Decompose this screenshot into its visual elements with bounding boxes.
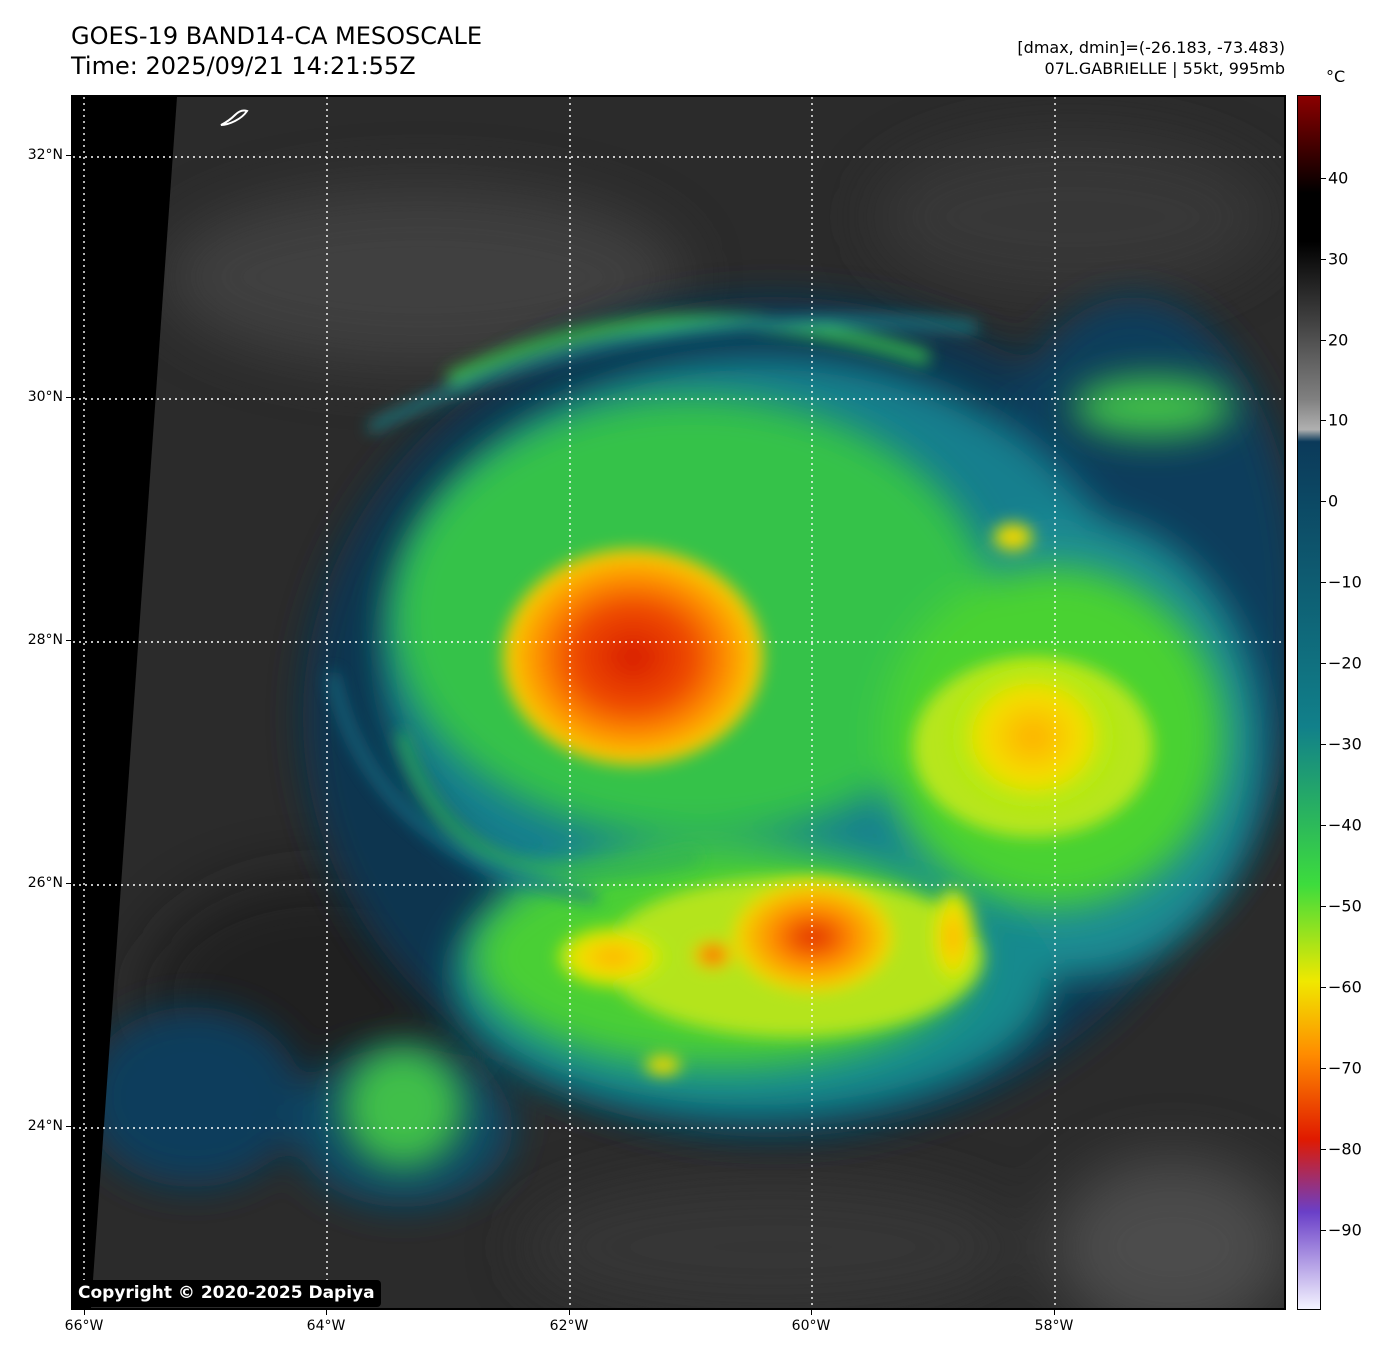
colorbar-tick [1321, 825, 1326, 826]
lat-label-32n: 32°N [27, 147, 63, 163]
lon-label-62w: 62°W [549, 1318, 589, 1334]
stats-readout: [dmax, dmin]=(-26.183, -73.483) [1017, 38, 1285, 57]
title-product: GOES-19 BAND14-CA MESOSCALE [71, 22, 482, 50]
colorbar-label: −70 [1328, 1058, 1362, 1078]
lat-tick [66, 155, 71, 156]
colorbar-label: −20 [1328, 653, 1362, 673]
colorbar-label: −10 [1328, 572, 1362, 592]
lon-label-58w: 58°W [1034, 1318, 1074, 1334]
lat-tick [66, 883, 71, 884]
temperature-colorbar [1297, 95, 1321, 1310]
colorbar-label: 40 [1328, 168, 1349, 188]
colorbar-tick [1321, 420, 1326, 421]
colorbar-label: 20 [1328, 330, 1349, 350]
colorbar-tick [1321, 1230, 1326, 1231]
colorbar-tick [1321, 582, 1326, 583]
lon-label-64w: 64°W [306, 1318, 346, 1334]
title-time: Time: 2025/09/21 14:21:55Z [71, 52, 416, 80]
lat-tick [66, 397, 71, 398]
lon-label-66w: 66°W [64, 1318, 104, 1334]
lon-label-60w: 60°W [791, 1318, 831, 1334]
copyright-badge: Copyright © 2020-2025 Dapiya [72, 1280, 381, 1307]
colorbar-tick [1321, 663, 1326, 664]
lon-tick [811, 1310, 812, 1315]
colorbar-label: −40 [1328, 815, 1362, 835]
colorbar-label: 10 [1328, 410, 1349, 430]
colorbar-tick [1321, 906, 1326, 907]
colorbar-tick [1321, 178, 1326, 179]
lat-tick [66, 640, 71, 641]
lat-label-28n: 28°N [27, 632, 63, 648]
colorbar-label: 30 [1328, 249, 1349, 269]
colorbar-tick [1321, 987, 1326, 988]
lon-tick [84, 1310, 85, 1315]
colorbar-label: −80 [1328, 1139, 1362, 1159]
lon-tick [326, 1310, 327, 1315]
colorbar-tick [1321, 1149, 1326, 1150]
lat-label-24n: 24°N [27, 1118, 63, 1134]
colorbar-unit: °C [1326, 67, 1346, 86]
colorbar-label: 0 [1328, 491, 1339, 511]
lat-label-26n: 26°N [27, 875, 63, 891]
colorbar-label: −30 [1328, 734, 1362, 754]
colorbar-tick [1321, 259, 1326, 260]
storm-info: 07L.GABRIELLE | 55kt, 995mb [1044, 59, 1285, 78]
satellite-map[interactable] [71, 95, 1286, 1310]
colorbar-tick [1321, 1068, 1326, 1069]
satellite-imagery [73, 97, 1284, 1308]
colorbar-tick [1321, 501, 1326, 502]
colorbar-label: −90 [1328, 1220, 1362, 1240]
colorbar-tick [1321, 744, 1326, 745]
lon-tick [569, 1310, 570, 1315]
lon-tick [1054, 1310, 1055, 1315]
lat-label-30n: 30°N [27, 389, 63, 405]
lat-tick [66, 1126, 71, 1127]
colorbar-label: −50 [1328, 896, 1362, 916]
colorbar-tick [1321, 340, 1326, 341]
colorbar-label: −60 [1328, 977, 1362, 997]
bermuda-coastline [220, 109, 249, 126]
